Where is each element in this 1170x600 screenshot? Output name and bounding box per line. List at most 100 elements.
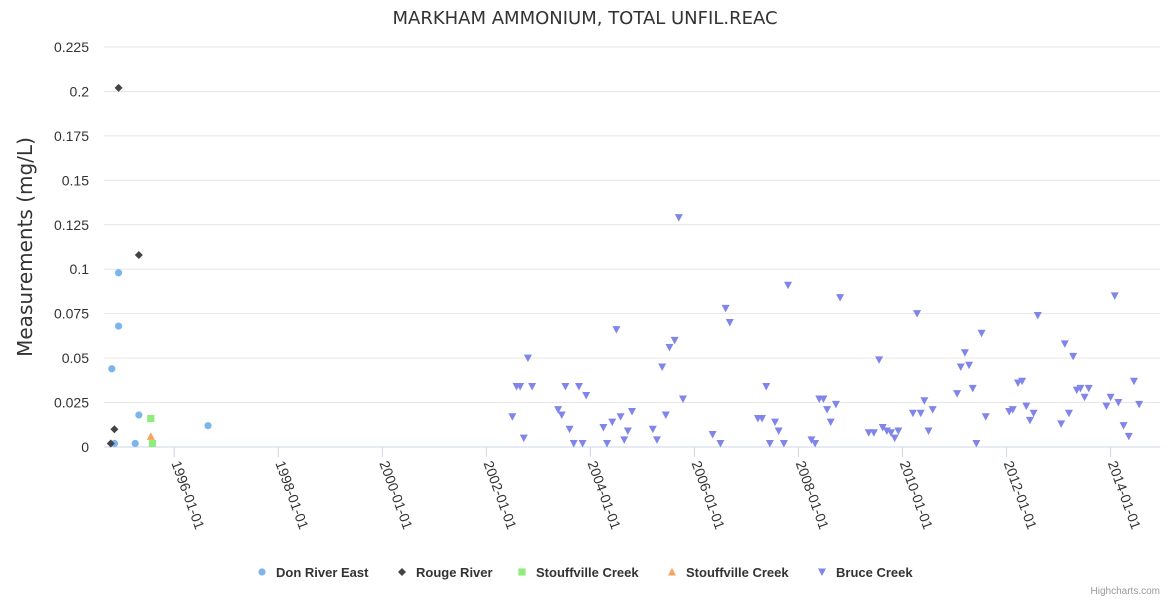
data-point[interactable]: [135, 411, 143, 419]
data-point[interactable]: [114, 269, 123, 277]
data-point[interactable]: [1129, 377, 1138, 386]
data-point[interactable]: [920, 397, 929, 405]
data-point[interactable]: [106, 439, 115, 448]
data-point[interactable]: [1008, 406, 1017, 414]
data-point[interactable]: [721, 304, 730, 313]
data-point[interactable]: [771, 418, 780, 427]
data-point[interactable]: [774, 427, 783, 436]
data-point[interactable]: [204, 422, 212, 430]
data-point[interactable]: [890, 434, 899, 443]
data-point[interactable]: [894, 427, 903, 436]
data-point[interactable]: [148, 439, 156, 448]
data-point[interactable]: [603, 439, 612, 448]
data-point[interactable]: [110, 425, 119, 434]
data-point[interactable]: [1076, 384, 1085, 393]
data-point[interactable]: [784, 281, 793, 290]
data-point[interactable]: [519, 434, 528, 443]
data-point[interactable]: [612, 326, 621, 334]
data-point[interactable]: [146, 432, 155, 440]
data-point[interactable]: [652, 436, 661, 444]
data-point[interactable]: [661, 411, 670, 420]
data-point[interactable]: [674, 214, 683, 222]
data-point[interactable]: [916, 409, 925, 418]
data-point[interactable]: [599, 423, 608, 432]
data-point[interactable]: [953, 390, 962, 398]
data-point[interactable]: [981, 413, 990, 421]
data-point[interactable]: [1124, 432, 1133, 441]
data-point[interactable]: [1064, 409, 1073, 418]
data-point[interactable]: [616, 413, 625, 421]
data-point[interactable]: [913, 310, 922, 318]
data-point[interactable]: [508, 413, 517, 421]
data-point[interactable]: [1069, 352, 1078, 361]
data-point[interactable]: [1102, 402, 1111, 411]
legend-symbol[interactable]: [398, 568, 406, 576]
legend-symbol[interactable]: [518, 568, 526, 576]
data-point[interactable]: [1018, 377, 1027, 386]
data-point[interactable]: [924, 427, 933, 436]
data-point[interactable]: [1106, 393, 1115, 402]
data-point[interactable]: [1060, 340, 1069, 348]
data-point[interactable]: [108, 365, 116, 373]
data-point[interactable]: [887, 429, 896, 437]
data-point[interactable]: [608, 418, 617, 427]
data-point[interactable]: [523, 354, 532, 363]
data-point[interactable]: [1057, 420, 1066, 428]
credits-link[interactable]: Highcharts.com: [1091, 586, 1160, 597]
legend-symbol[interactable]: [668, 568, 676, 576]
legend-item[interactable]: Bruce Creek: [818, 565, 913, 580]
data-point[interactable]: [928, 406, 937, 414]
data-point[interactable]: [864, 429, 873, 437]
data-point[interactable]: [875, 356, 884, 364]
data-point[interactable]: [960, 349, 969, 357]
data-point[interactable]: [725, 319, 734, 327]
data-point[interactable]: [716, 439, 725, 448]
legend-symbol[interactable]: [258, 568, 266, 576]
data-point[interactable]: [811, 439, 820, 448]
data-point[interactable]: [648, 425, 657, 434]
data-point[interactable]: [762, 383, 771, 391]
data-point[interactable]: [972, 439, 981, 448]
data-point[interactable]: [1110, 292, 1119, 300]
data-point[interactable]: [1029, 409, 1038, 418]
data-point[interactable]: [869, 429, 878, 437]
data-point[interactable]: [565, 425, 574, 434]
data-point[interactable]: [1080, 393, 1089, 402]
data-point[interactable]: [708, 431, 717, 439]
data-point[interactable]: [114, 83, 123, 92]
data-point[interactable]: [878, 423, 887, 432]
legend-symbol[interactable]: [818, 568, 826, 577]
data-point[interactable]: [554, 406, 563, 414]
data-point[interactable]: [623, 427, 632, 436]
data-point[interactable]: [131, 439, 139, 448]
data-point[interactable]: [574, 383, 583, 391]
data-point[interactable]: [620, 436, 629, 444]
data-point[interactable]: [134, 251, 143, 259]
data-point[interactable]: [823, 406, 832, 414]
data-point[interactable]: [765, 439, 774, 448]
data-point[interactable]: [779, 439, 788, 448]
data-point[interactable]: [670, 336, 679, 345]
data-point[interactable]: [1033, 311, 1042, 320]
data-point[interactable]: [561, 383, 570, 391]
data-point[interactable]: [628, 407, 636, 416]
data-point[interactable]: [826, 418, 835, 427]
data-point[interactable]: [831, 400, 840, 409]
data-point[interactable]: [557, 411, 566, 420]
data-point[interactable]: [819, 395, 828, 404]
data-point[interactable]: [665, 343, 674, 352]
data-point[interactable]: [658, 363, 667, 372]
data-point[interactable]: [1022, 402, 1031, 411]
data-point[interactable]: [569, 439, 578, 448]
data-point[interactable]: [528, 383, 537, 391]
data-point[interactable]: [965, 361, 974, 370]
data-point[interactable]: [758, 415, 767, 423]
data-point[interactable]: [1025, 416, 1034, 425]
legend-item[interactable]: Rouge River: [398, 565, 493, 580]
legend-item[interactable]: Don River East: [258, 565, 369, 580]
data-point[interactable]: [977, 329, 986, 338]
legend-item[interactable]: Stouffville Creek: [518, 565, 639, 580]
data-point[interactable]: [1135, 400, 1144, 409]
data-point[interactable]: [147, 414, 155, 423]
data-point[interactable]: [678, 395, 687, 404]
